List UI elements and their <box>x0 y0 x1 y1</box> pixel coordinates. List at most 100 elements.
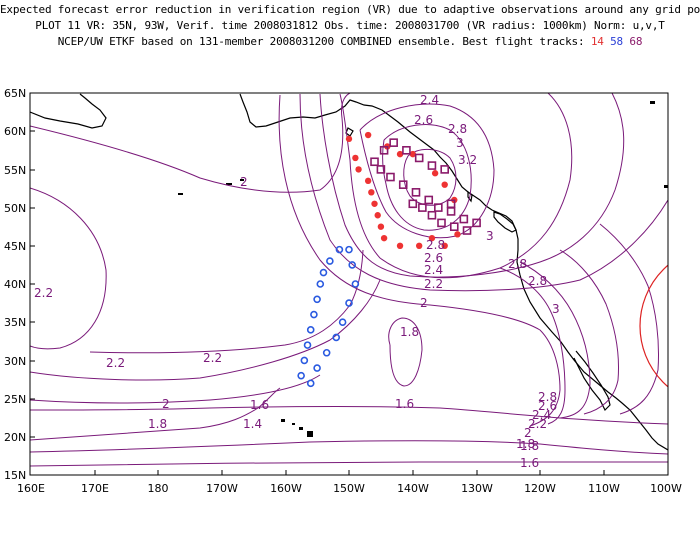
contour-label: 2 <box>162 397 170 411</box>
track-68-point <box>408 199 418 209</box>
contour-label: 2.6 <box>414 113 433 127</box>
arctic-island <box>650 101 655 104</box>
track-label-14: 14 <box>590 35 604 48</box>
contour-label: 2 <box>420 296 428 310</box>
contour-line <box>30 440 668 455</box>
contour-label: 2.8 <box>508 257 527 271</box>
contour-label: 2.4 <box>424 263 443 277</box>
hawaii-island <box>292 423 295 425</box>
lon-axis: 160E 170E 180 170W 160W 150W 140W 130W 1… <box>17 482 682 495</box>
contour-label: 2.2 <box>528 417 547 431</box>
aleutian-island <box>178 193 183 195</box>
lat-label: 65N <box>4 87 26 100</box>
track-14-point <box>364 177 372 185</box>
track-58-point <box>322 348 331 357</box>
contour-label: 1.8 <box>148 417 167 431</box>
contour-line <box>599 223 659 415</box>
contour-lines <box>30 93 668 467</box>
lat-label: 20N <box>4 431 26 444</box>
track-14-point <box>377 223 385 230</box>
contour-line <box>89 249 364 354</box>
flight-track-68 <box>370 138 481 235</box>
lon-label: 140W <box>397 482 429 495</box>
contour-label: 2.8 <box>426 238 445 252</box>
track-58-point <box>297 371 305 380</box>
track-58-point <box>348 261 356 269</box>
lon-label: 110W <box>588 482 620 495</box>
flight-track-58 <box>297 245 360 388</box>
contour-label: 1.6 <box>395 397 414 411</box>
lat-label: 60N <box>4 125 26 138</box>
track-68-point <box>459 214 469 224</box>
track-68-point <box>427 210 437 220</box>
track-58-point <box>313 364 321 372</box>
contour-label: 3 <box>456 136 464 150</box>
track-14-point <box>396 150 404 158</box>
aleutian-island <box>240 179 244 181</box>
contour-label: 2.8 <box>528 274 547 288</box>
contour-line <box>30 93 351 193</box>
track-58-point <box>338 318 347 327</box>
track-68-point <box>411 188 421 197</box>
contour-label: 2.2 <box>106 356 125 370</box>
flight-track-14 <box>345 131 461 249</box>
track-14-point <box>454 231 461 238</box>
track-58-point <box>313 295 321 304</box>
track-68-point <box>472 218 481 228</box>
contour-label: 3.2 <box>458 153 477 167</box>
contour-line <box>30 461 668 467</box>
track-68-point <box>402 146 411 155</box>
contour-label: 2 <box>240 175 248 189</box>
lat-label: 50N <box>4 202 26 215</box>
contour-label: 2.4 <box>420 93 439 107</box>
lat-label: 15N <box>4 469 26 482</box>
track-58-point <box>345 299 353 307</box>
track-label-68: 68 <box>629 35 643 48</box>
asia-coast <box>30 93 107 129</box>
arctic-island <box>664 185 668 188</box>
track-68-point <box>389 138 398 147</box>
title-line-2: PLOT 11 VR: 35N, 93W, Verif. time 200803… <box>35 19 665 32</box>
track-58-point <box>319 268 328 277</box>
track-68-point <box>414 153 424 163</box>
track-68-point <box>379 146 389 155</box>
track-68-point <box>427 161 437 170</box>
track-14-point <box>428 234 436 242</box>
title-line-3-prefix: NCEP/UW ETKF based on 131-member 2008031… <box>57 35 585 48</box>
contour-line <box>388 317 423 387</box>
coastlines <box>30 93 668 451</box>
contour-label: 2.8 <box>538 390 557 404</box>
lat-label: 25N <box>4 393 26 406</box>
track-14-point <box>364 131 372 139</box>
track-58-point <box>300 356 309 365</box>
aleutian-island <box>226 183 232 185</box>
track-14-point <box>345 135 353 143</box>
track-58-point <box>326 257 334 265</box>
lat-label: 45N <box>4 240 26 253</box>
contour-line <box>30 374 321 404</box>
track-68-point <box>418 203 427 212</box>
contour-line <box>30 406 668 425</box>
lat-label: 55N <box>4 164 26 177</box>
track-14-point <box>441 181 448 188</box>
track-58-point <box>345 245 353 254</box>
contour-line <box>359 103 495 239</box>
track-14-point <box>380 234 388 242</box>
track-14-point <box>396 242 404 249</box>
contour-label: 1.4 <box>243 417 262 431</box>
track-14-point <box>441 242 448 249</box>
track-14-point <box>352 154 359 162</box>
contour-line <box>382 124 472 231</box>
contour-label: 2.6 <box>538 399 557 413</box>
track-14-point <box>371 200 378 207</box>
contour-label: 2.6 <box>424 251 443 265</box>
title-line-3: NCEP/UW ETKF based on 131-member 2008031… <box>0 35 700 48</box>
track-68-point <box>424 195 434 205</box>
contour-label: 2.2 <box>34 286 53 300</box>
lat-label: 35N <box>4 316 26 329</box>
contour-label: 2.2 <box>203 351 222 365</box>
track-68-point <box>449 222 459 231</box>
track-14-point <box>415 242 423 249</box>
track-68-point <box>376 165 386 174</box>
lon-label: 160W <box>270 482 302 495</box>
